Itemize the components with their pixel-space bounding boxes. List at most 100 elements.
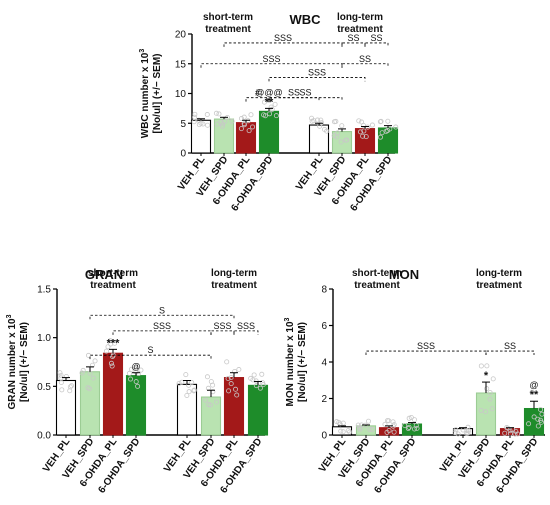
data-point [241, 122, 247, 128]
data-point [453, 427, 459, 433]
data-point [359, 119, 365, 125]
data-point [126, 370, 132, 376]
y-axis-label-exponent: 3 [139, 49, 146, 53]
data-point [484, 363, 490, 369]
group-label: treatment [354, 280, 400, 291]
data-point [219, 123, 225, 129]
chart-title: MON [389, 267, 419, 282]
y-tick-label: 1.5 [37, 285, 51, 296]
y-tick-label: 10 [175, 89, 187, 100]
group-label: long-term [337, 12, 383, 23]
data-point [69, 383, 75, 389]
data-point [186, 382, 192, 388]
data-point [393, 124, 399, 130]
data-point [67, 384, 73, 390]
data-point [273, 113, 279, 119]
data-point [382, 421, 388, 427]
y-axis-label-exponent: 3 [6, 314, 13, 318]
data-point [238, 116, 244, 122]
data-point [318, 117, 324, 123]
data-point [334, 419, 340, 425]
bracket-label: SSS [262, 54, 280, 64]
bracket-label: S [147, 345, 153, 355]
data-point [490, 376, 496, 382]
data-point [204, 374, 210, 380]
data-point [406, 424, 412, 430]
bar [331, 131, 353, 154]
data-point [108, 341, 114, 347]
data-point [385, 118, 391, 124]
data-point [357, 129, 363, 135]
data-point [133, 379, 139, 385]
bracket-label: SSS [153, 321, 171, 331]
data-point [186, 389, 192, 395]
data-point [512, 431, 518, 437]
group-label: treatment [337, 24, 383, 35]
bar [79, 371, 101, 436]
data-point [538, 407, 544, 413]
y-axis-label-line2: [No/ul] (+/− SEM) [297, 322, 308, 402]
significance-bracket [223, 42, 343, 47]
group-label: short-term [352, 268, 402, 279]
data-point [207, 402, 213, 408]
data-point [107, 338, 113, 344]
y-tick-label: 15 [175, 59, 187, 70]
bracket-label: SSS [417, 341, 435, 351]
significance-bracket [341, 63, 389, 68]
data-point [378, 118, 384, 124]
data-point [414, 425, 420, 431]
data-point [268, 104, 274, 110]
group-label: treatment [205, 24, 251, 35]
data-point [311, 118, 317, 124]
bracket-label: SS [370, 33, 382, 43]
y-axis-label-line2: [No/ul] (+/− SEM) [152, 54, 163, 134]
data-point [229, 118, 235, 124]
wbc-panel: WBCshort-termtreatmentlong-termtreatment… [139, 12, 399, 214]
data-point [57, 370, 63, 376]
y-tick-label: 0 [180, 149, 186, 160]
group-label: short-term [203, 12, 253, 23]
data-point [192, 114, 198, 120]
data-point [236, 367, 242, 373]
data-point [79, 370, 85, 376]
data-point [489, 406, 495, 412]
bar [213, 118, 235, 154]
significance-bracket [364, 42, 389, 47]
significance-marker: @ [529, 380, 538, 390]
group-label: short-term [88, 268, 138, 279]
data-point [340, 420, 346, 426]
data-point [213, 110, 219, 116]
data-point [502, 430, 508, 436]
data-point [238, 126, 244, 132]
data-point [367, 426, 373, 432]
data-point [246, 128, 252, 134]
bracket-label: SS [347, 33, 359, 43]
data-point [192, 111, 198, 117]
y-tick-label: 0.5 [37, 382, 51, 393]
y-tick-label: 20 [175, 30, 187, 41]
significance-marker: *** [107, 337, 121, 349]
data-point [90, 375, 96, 381]
data-point [387, 126, 393, 132]
bracket-label: SS [359, 54, 371, 64]
data-point [108, 360, 114, 366]
data-point [319, 120, 325, 126]
significance-bracket [89, 354, 212, 360]
bracket-label: SS [504, 341, 516, 351]
y-axis-label-line1: MON number x 10 [285, 321, 296, 406]
data-point [58, 372, 64, 378]
data-point [85, 385, 91, 391]
data-point [339, 123, 345, 129]
data-point [184, 392, 190, 398]
data-point [228, 381, 234, 387]
data-point [391, 422, 397, 428]
y-tick-label: 5 [180, 119, 186, 130]
data-point [251, 372, 257, 378]
data-point [487, 390, 493, 396]
data-point [345, 428, 351, 434]
data-point [526, 421, 532, 427]
data-point [204, 112, 210, 118]
data-point [515, 431, 521, 437]
chart-title: GRAN [85, 267, 123, 282]
data-point [535, 416, 541, 422]
